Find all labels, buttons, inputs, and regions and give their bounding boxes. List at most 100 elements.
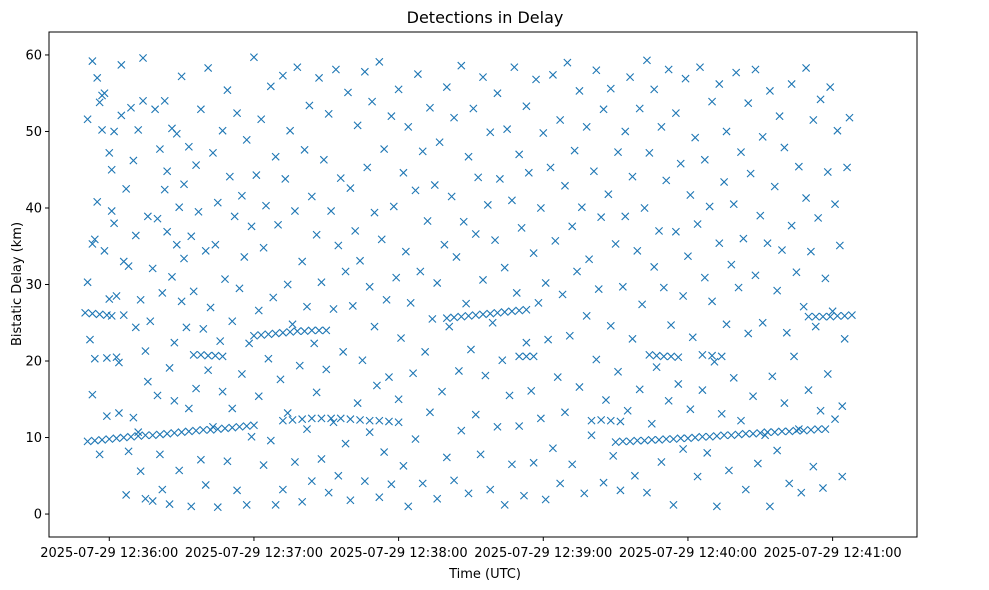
data-point [503,125,512,134]
data-point [563,58,572,67]
data-point [587,416,596,425]
data-point [358,356,367,365]
data-point [312,388,321,397]
data-point [409,369,418,378]
data-point [122,490,131,499]
data-point [751,65,760,74]
data-point [278,328,287,337]
data-point [606,416,615,425]
data-point [363,163,372,172]
data-point [204,351,213,360]
data-point [228,423,237,432]
data-point [329,418,338,427]
data-point [307,477,316,486]
data-point [671,227,680,236]
data-point [131,231,140,240]
data-point [640,203,649,212]
data-point [336,414,345,423]
data-point [517,223,526,232]
data-point [218,387,227,396]
data-point [536,414,545,423]
data-point [847,311,856,320]
data-point [594,285,603,294]
data-point [189,287,198,296]
data-point [638,300,647,309]
data-point [522,102,531,111]
data-point [134,428,143,437]
data-point [773,286,782,295]
data-point [712,502,721,511]
data-point [269,293,278,302]
data-point [290,458,299,467]
data-point [85,335,94,344]
data-point [177,428,186,437]
data-point [737,148,745,157]
data-point [298,257,307,266]
data-point [199,425,208,434]
data-point [433,278,442,287]
data-point [691,133,700,142]
plot-area-frame [48,31,918,538]
data-point [225,172,234,181]
data-point [365,282,374,291]
data-point [655,226,663,235]
data-point [560,408,569,417]
data-point [117,111,126,120]
data-point [785,427,794,436]
data-point [411,186,420,195]
data-point [720,177,729,186]
data-point [389,202,398,211]
data-point [799,302,808,311]
data-point [823,168,832,177]
data-point [143,377,152,386]
data-point [809,462,818,471]
data-point [105,148,114,157]
data-point [541,495,550,504]
data-point [107,207,116,216]
data-point [208,422,217,431]
data-point [259,243,268,252]
data-point [681,74,690,83]
data-point [568,222,577,231]
data-point [782,328,791,337]
data-point [119,311,128,320]
data-point [442,453,451,462]
data-point [452,252,461,261]
data-point [522,305,531,314]
data-point [298,497,307,506]
data-point [768,372,777,381]
data-point [454,366,463,375]
data-point [129,156,138,165]
data-point [155,450,164,459]
data-point [647,435,656,444]
data-point [346,415,355,424]
data-point [787,221,796,230]
data-point [597,213,606,222]
data-point [416,267,425,276]
data-point [466,345,475,354]
data-point [141,431,150,440]
data-point [751,271,760,280]
data-point [213,198,222,207]
data-point [744,99,753,108]
data-point [797,488,806,497]
data-point [394,395,403,404]
data-point [556,116,565,124]
data-point [182,323,191,332]
data-point [479,73,487,82]
data-point [375,416,384,425]
data-point [804,312,813,321]
data-point [717,352,726,361]
data-point [218,352,227,361]
data-point [406,298,415,307]
data-point [404,502,413,511]
data-point [734,283,743,292]
data-point [657,458,666,467]
data-point [423,217,432,225]
data-point [802,63,811,72]
data-point [146,317,155,326]
data-point [278,71,287,80]
data-point [811,312,820,321]
data-point [249,53,258,62]
data-point [271,152,280,161]
